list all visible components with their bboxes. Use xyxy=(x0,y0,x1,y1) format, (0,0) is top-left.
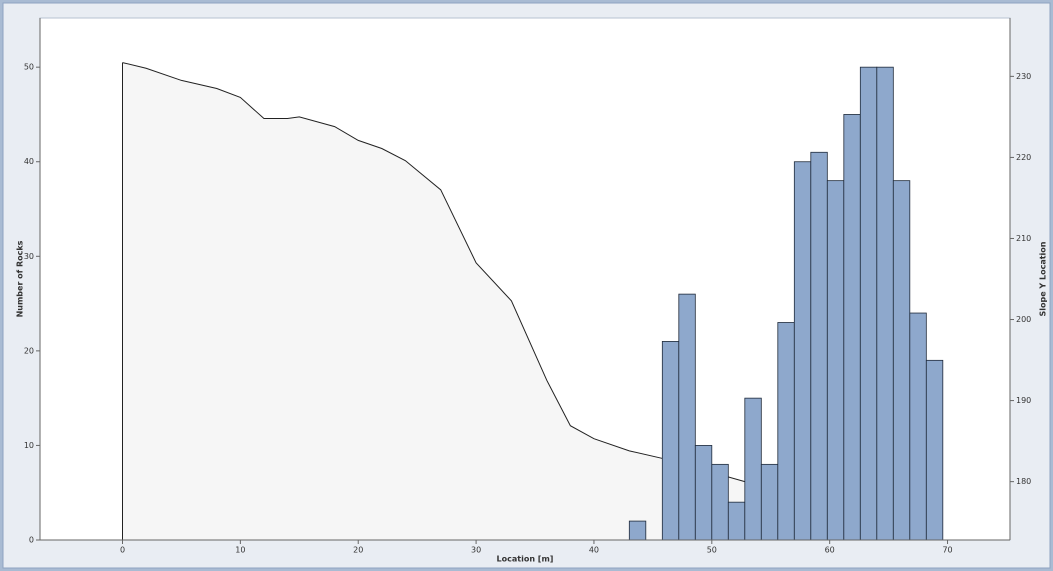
x-tick-label: 50 xyxy=(707,546,717,555)
bar xyxy=(925,359,944,541)
x-tick-label: 20 xyxy=(353,546,363,555)
x-tick-label: 0 xyxy=(120,546,125,555)
bar xyxy=(909,312,927,541)
y2-axis-label: Slope Y Location xyxy=(1039,241,1048,316)
x-tick-label: 60 xyxy=(825,546,835,555)
y-tick-label: 0 xyxy=(29,536,34,545)
x-tick-label: 40 xyxy=(589,546,599,555)
x-tick-label: 70 xyxy=(942,546,952,555)
bar xyxy=(876,66,894,541)
y2-tick-label: 220 xyxy=(1016,153,1031,162)
bar xyxy=(727,501,746,541)
bar xyxy=(892,180,911,541)
y2-tick-label: 210 xyxy=(1016,234,1031,243)
x-tick-label: 30 xyxy=(471,546,481,555)
slope-line xyxy=(122,62,745,483)
y2-tick-label: 200 xyxy=(1016,315,1031,324)
bar xyxy=(826,180,845,541)
bar xyxy=(777,322,795,541)
y-axis-label: Number of Rocks xyxy=(16,240,25,317)
bar xyxy=(793,161,812,541)
bar xyxy=(744,397,762,541)
bar xyxy=(843,114,861,541)
y-tick-label: 40 xyxy=(24,157,34,166)
y-tick-label: 30 xyxy=(24,252,34,261)
y-tick-label: 10 xyxy=(24,441,34,450)
y-tick-label: 20 xyxy=(24,346,34,355)
bar xyxy=(859,66,878,541)
y-tick-label: 50 xyxy=(24,63,34,72)
bar xyxy=(810,151,828,541)
bar xyxy=(760,463,779,541)
slope-area xyxy=(122,62,745,540)
bar xyxy=(628,520,647,541)
bar xyxy=(678,293,696,541)
bar xyxy=(711,463,729,541)
y2-tick-label: 230 xyxy=(1016,72,1031,81)
bar xyxy=(661,341,680,541)
x-tick-label: 10 xyxy=(235,546,245,555)
y2-tick-label: 180 xyxy=(1016,477,1031,486)
x-axis-label: Location [m] xyxy=(497,555,554,564)
y2-tick-label: 190 xyxy=(1016,396,1031,405)
bar xyxy=(694,445,713,541)
